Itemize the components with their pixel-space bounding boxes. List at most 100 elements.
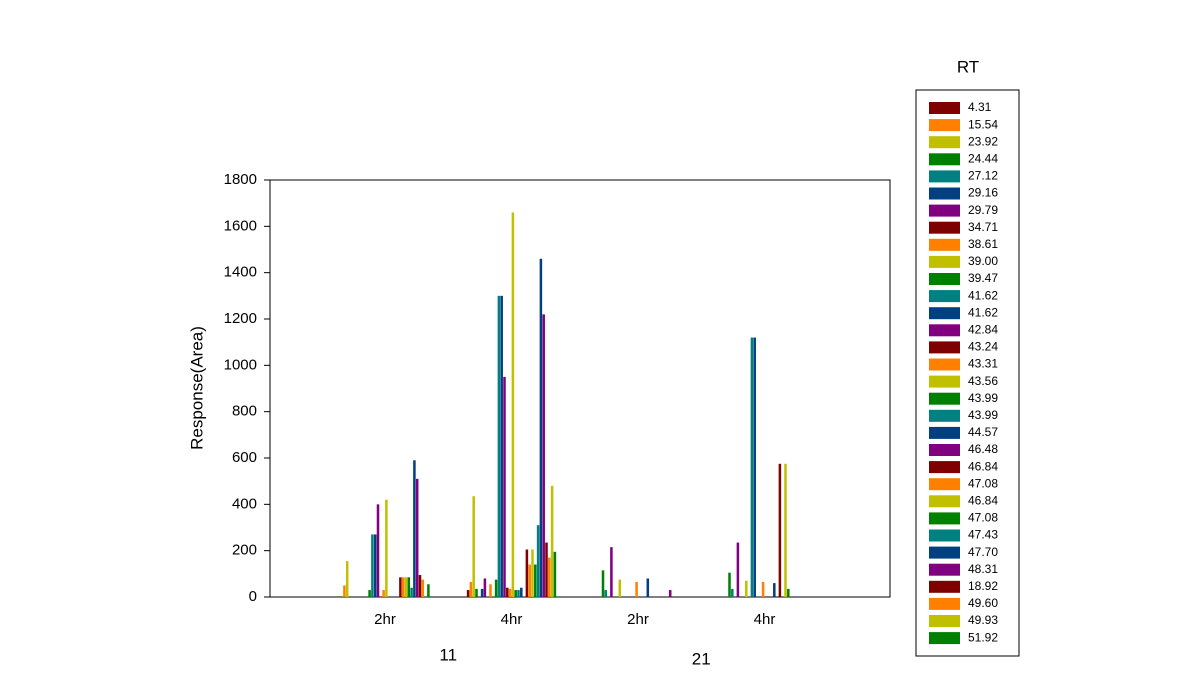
bar [404,577,408,597]
bar [413,460,416,597]
bar [536,525,540,597]
bar [731,588,734,597]
bar [373,534,377,597]
y-tick-label: 1200 [224,310,257,327]
bar [635,581,638,597]
bar [778,463,782,597]
bar [531,549,534,597]
legend-swatch [929,563,960,576]
bar [745,580,748,597]
y-tick-label: 600 [232,449,257,466]
bar [497,295,501,597]
y-axis-label: Response(Area) [187,326,206,450]
bar [483,578,487,597]
legend-swatch [929,255,960,268]
y-tick-label: 0 [249,588,257,605]
legend-swatch [929,290,960,303]
legend-label: 46.48 [968,442,998,456]
legend-label: 48.31 [968,562,998,576]
bar [753,337,756,597]
legend-swatch [929,153,960,166]
legend-label: 39.47 [968,271,998,285]
bar [466,590,470,597]
legend-label: 27.12 [968,169,998,183]
legend-label: 23.92 [968,134,998,148]
bar [410,587,413,597]
legend-label: 47.08 [968,476,998,490]
bar [601,570,605,597]
legend-swatch [929,341,960,354]
legend-swatch [929,426,960,439]
bar [421,579,425,597]
bar [503,376,506,597]
bar [761,581,765,597]
legend-label: 43.99 [968,408,998,422]
bar [750,337,754,597]
legend-label: 43.24 [968,340,998,354]
legend-label: 43.99 [968,391,998,405]
legend-swatch [929,632,960,645]
bar [494,579,498,597]
x-tick-label: 4hr [501,611,523,628]
legend-box [915,89,1020,657]
legend-swatch [929,597,960,610]
legend-swatch [929,529,960,542]
bar [668,590,672,597]
bar [517,590,520,597]
bar [618,579,622,597]
legend-label: 41.62 [968,305,998,319]
legend-label: 49.60 [968,596,998,610]
legend-swatch [929,221,960,234]
bar [736,542,740,597]
legend-swatch [929,392,960,405]
legend-label: 46.84 [968,493,998,507]
bar [539,258,543,597]
bar [401,577,405,597]
legend-label: 39.00 [968,254,998,268]
bar [371,534,374,597]
legend-label: 24.44 [968,151,998,165]
legend-label: 47.43 [968,528,998,542]
legend-label: 38.61 [968,237,998,251]
legend-label: 51.92 [968,630,998,644]
legend-swatch [929,409,960,422]
bar [376,504,380,597]
y-tick-label: 1000 [224,356,257,373]
bar [500,295,503,597]
bar [469,581,473,597]
legend-label: 4.31 [968,100,992,114]
bar [784,463,787,597]
legend-swatch [929,204,960,217]
y-tick-label: 400 [232,495,257,512]
legend-label: 46.84 [968,459,998,473]
bar [610,547,613,597]
bar [508,588,512,597]
legend-label: 34.71 [968,220,998,234]
plot-frame [269,179,891,598]
bar [520,587,523,597]
legend-label: 49.93 [968,613,998,627]
bar [604,590,608,597]
legend-label: 18.92 [968,579,998,593]
legend-label: 44.57 [968,425,998,439]
y-tick-label: 800 [232,403,257,420]
legend-swatch [929,461,960,474]
bar [385,499,388,597]
legend-swatch [929,580,960,593]
legend-swatch [929,375,960,388]
bar [418,574,422,597]
legend-title: RT [957,57,979,76]
legend-label: 15.54 [968,117,998,131]
legend-label: 29.79 [968,203,998,217]
bar [728,572,731,597]
y-tick-label: 200 [232,542,257,559]
legend-label: 42.84 [968,322,998,336]
bar [415,478,419,597]
bar [407,577,411,597]
legend-label: 29.16 [968,186,998,200]
bar [548,557,551,597]
bar [345,561,349,597]
y-tick-label: 1800 [224,171,257,188]
legend-label: 43.56 [968,374,998,388]
